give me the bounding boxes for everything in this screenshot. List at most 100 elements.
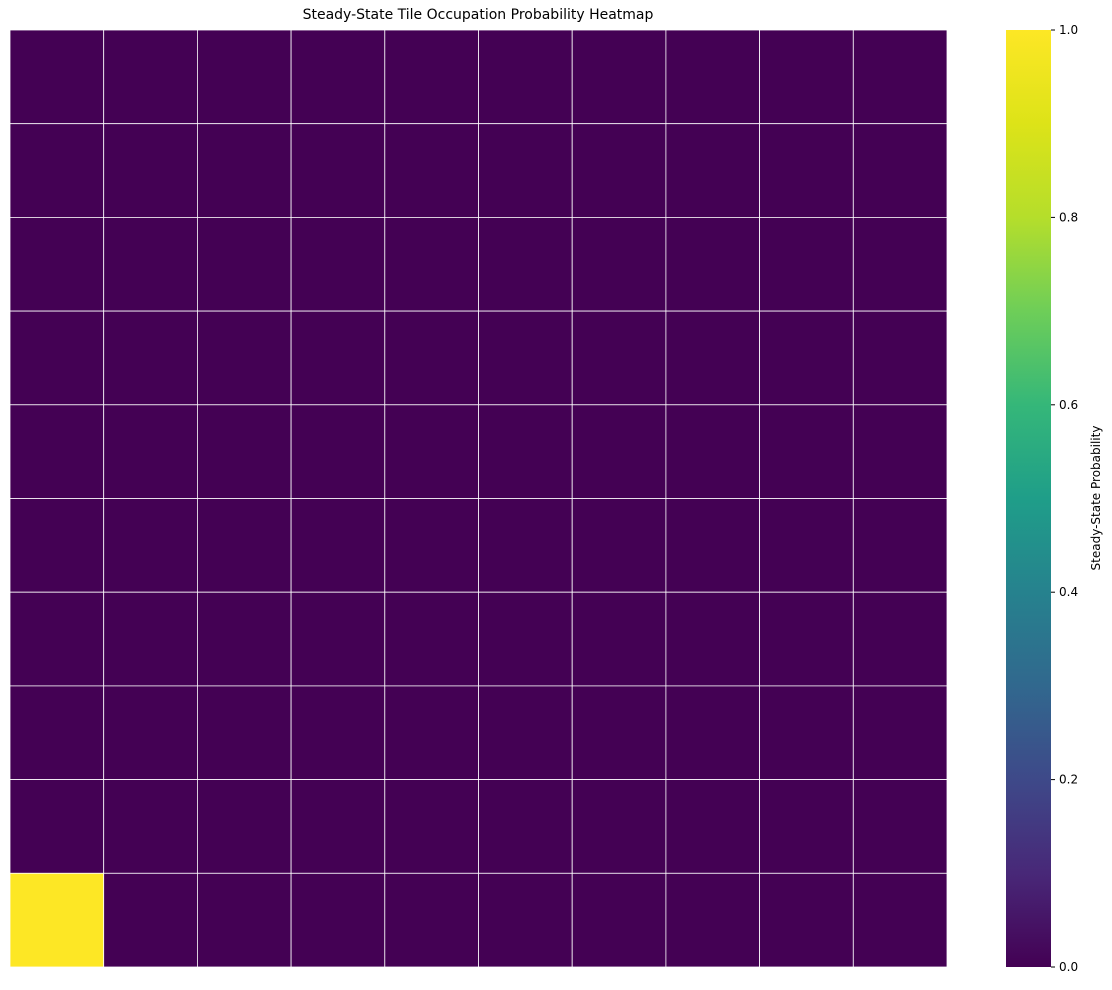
heatmap-cell-r0-c6 <box>571 29 667 125</box>
heatmap-cell-r1-c6 <box>571 123 667 218</box>
heatmap-cell-r0-c4 <box>384 29 479 125</box>
colorbar-tick-label-3: 0.6 <box>1059 398 1078 412</box>
colorbar-tick-label-4: 0.8 <box>1059 210 1078 224</box>
heatmap-cell-r1-c3 <box>290 123 386 218</box>
heatmap-cell-r6-c6 <box>571 591 667 687</box>
heatmap-cell-r9-c3 <box>290 872 386 968</box>
heatmap-cell-r2-c0 <box>9 216 105 312</box>
heatmap-cell-r5-c5 <box>478 498 573 593</box>
heatmap-cell-r0-c9 <box>852 29 948 125</box>
heatmap-cell-r2-c9 <box>852 216 948 312</box>
heatmap-cell-r4-c0 <box>9 404 105 499</box>
heatmap-cell-r4-c3 <box>290 404 386 499</box>
heatmap-cell-r7-c4 <box>384 685 479 781</box>
heatmap-cell-r3-c1 <box>103 310 198 406</box>
colorbar: 0.0 0.2 0.4 0.6 0.8 1.0 Steady-State Probabil… <box>1006 23 1103 974</box>
heatmap-cell-r4-c1 <box>103 404 198 499</box>
heatmap-cell-r3-c0 <box>9 310 105 406</box>
heatmap-cell-r0-c3 <box>290 29 386 125</box>
heatmap-cell-r8-c0 <box>9 779 105 874</box>
heatmap-cell-r6-c3 <box>290 591 386 687</box>
heatmap-cell-r9-c6 <box>571 872 667 968</box>
colorbar-label: Steady-State Probability <box>1089 426 1103 571</box>
heatmap-cell-r7-c6 <box>571 685 667 781</box>
heatmap-cells <box>9 29 948 968</box>
colorbar-gradient <box>1006 30 1051 967</box>
heatmap-cell-r4-c8 <box>759 404 854 499</box>
heatmap-cell-r9-c0 <box>9 872 105 968</box>
heatmap-cell-r5-c2 <box>196 498 292 593</box>
heatmap-cell-r6-c8 <box>759 591 854 687</box>
heatmap-cell-r1-c9 <box>852 123 948 218</box>
heatmap-cell-r4-c9 <box>852 404 948 499</box>
heatmap-cell-r5-c0 <box>9 498 105 593</box>
heatmap-cell-r8-c6 <box>571 779 667 874</box>
heatmap-cell-r4-c7 <box>665 404 761 499</box>
heatmap-cell-r7-c5 <box>478 685 573 781</box>
heatmap-cell-r6-c0 <box>9 591 105 687</box>
heatmap-cell-r4-c2 <box>196 404 292 499</box>
heatmap-cell-r5-c1 <box>103 498 198 593</box>
heatmap-cell-r9-c1 <box>103 872 198 968</box>
heatmap-cell-r6-c1 <box>103 591 198 687</box>
heatmap-cell-r7-c7 <box>665 685 761 781</box>
heatmap-cell-r7-c2 <box>196 685 292 781</box>
heatmap-cell-r8-c2 <box>196 779 292 874</box>
heatmap-cell-r1-c7 <box>665 123 761 218</box>
heatmap-cell-r2-c6 <box>571 216 667 312</box>
heatmap-cell-r1-c4 <box>384 123 479 218</box>
heatmap-cell-r2-c3 <box>290 216 386 312</box>
chart-title: Steady-State Tile Occupation Probability… <box>303 7 654 23</box>
heatmap-cell-r4-c5 <box>478 404 573 499</box>
heatmap-cell-r7-c9 <box>852 685 948 781</box>
heatmap-cell-r4-c4 <box>384 404 479 499</box>
heatmap-cell-r0-c2 <box>196 29 292 125</box>
heatmap-cell-r7-c3 <box>290 685 386 781</box>
heatmap-cell-r8-c5 <box>478 779 573 874</box>
heatmap-cell-r8-c8 <box>759 779 854 874</box>
heatmap-cell-r9-c9 <box>852 872 948 968</box>
heatmap-cell-r5-c4 <box>384 498 479 593</box>
heatmap-cell-r1-c8 <box>759 123 854 218</box>
heatmap-cell-r3-c9 <box>852 310 948 406</box>
heatmap-cell-r1-c1 <box>103 123 198 218</box>
heatmap-cell-r3-c3 <box>290 310 386 406</box>
heatmap-cell-r3-c8 <box>759 310 854 406</box>
heatmap-cell-r2-c1 <box>103 216 198 312</box>
heatmap-cell-r3-c5 <box>478 310 573 406</box>
heatmap-cell-r1-c0 <box>9 123 105 218</box>
heatmap-cell-r0-c8 <box>759 29 854 125</box>
heatmap-cell-r6-c7 <box>665 591 761 687</box>
heatmap-cell-r2-c4 <box>384 216 479 312</box>
heatmap-cell-r8-c9 <box>852 779 948 874</box>
heatmap-cell-r3-c2 <box>196 310 292 406</box>
heatmap-cell-r3-c4 <box>384 310 479 406</box>
heatmap-cell-r4-c6 <box>571 404 667 499</box>
colorbar-tick-label-1: 0.2 <box>1059 773 1078 787</box>
colorbar-tick-label-5: 1.0 <box>1059 23 1078 37</box>
heatmap-cell-r9-c4 <box>384 872 479 968</box>
heatmap-cell-r6-c5 <box>478 591 573 687</box>
heatmap-cell-r3-c7 <box>665 310 761 406</box>
heatmap-cell-r1-c5 <box>478 123 573 218</box>
heatmap-cell-r8-c1 <box>103 779 198 874</box>
heatmap-cell-r9-c2 <box>196 872 292 968</box>
heatmap-cell-r8-c4 <box>384 779 479 874</box>
heatmap-cell-r2-c2 <box>196 216 292 312</box>
heatmap-cell-r6-c4 <box>384 591 479 687</box>
heatmap-cell-r6-c2 <box>196 591 292 687</box>
colorbar-ticks: 0.0 0.2 0.4 0.6 0.8 1.0 <box>1051 23 1078 974</box>
heatmap-cell-r9-c8 <box>759 872 854 968</box>
heatmap-cell-r7-c1 <box>103 685 198 781</box>
heatmap-cell-r7-c8 <box>759 685 854 781</box>
heatmap-cell-r2-c7 <box>665 216 761 312</box>
heatmap-cell-r5-c8 <box>759 498 854 593</box>
heatmap-cell-r5-c9 <box>852 498 948 593</box>
heatmap-cell-r5-c7 <box>665 498 761 593</box>
heatmap-cell-r0-c1 <box>103 29 198 125</box>
heatmap-cell-r3-c6 <box>571 310 667 406</box>
heatmap-cell-r0-c5 <box>478 29 573 125</box>
heatmap-cell-r1-c2 <box>196 123 292 218</box>
colorbar-tick-label-0: 0.0 <box>1059 960 1078 974</box>
